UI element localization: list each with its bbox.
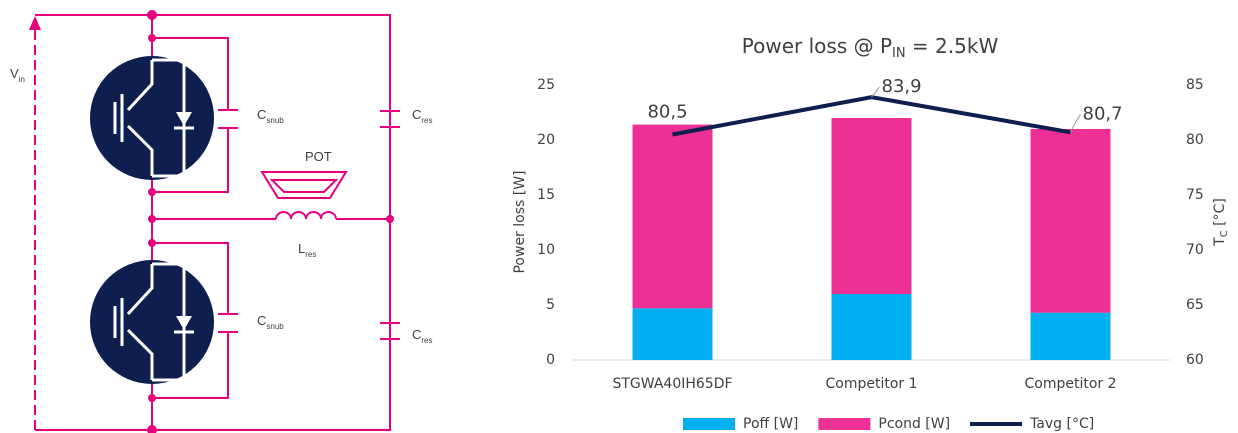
capacitor <box>218 109 238 129</box>
label-main: L <box>298 241 305 256</box>
y2-tick-label: 65 <box>1186 297 1204 313</box>
x-tick-label: STGWA40IH65DF <box>612 376 732 392</box>
diagram-label: Cres <box>412 327 433 345</box>
legend-label: Poff [W] <box>743 416 798 432</box>
label-sub: res <box>305 250 316 259</box>
chart-title: Power loss @ PIN = 2.5kW <box>742 34 999 61</box>
y-tick-label: 5 <box>546 297 555 313</box>
diagram-label: Csnub <box>257 313 284 331</box>
x-tick-label: Competitor 2 <box>1024 376 1116 392</box>
diagram-label: Lres <box>298 241 316 259</box>
label-main: Power loss @ P <box>742 34 892 58</box>
bar <box>632 124 713 309</box>
y-tick-label: 25 <box>537 77 555 93</box>
label-tail: = 2.5kW <box>906 34 999 58</box>
bar <box>632 308 713 360</box>
y2-tick-label: 60 <box>1186 352 1204 368</box>
legend-label: Pcond [W] <box>878 416 950 432</box>
y2-tick-label: 75 <box>1186 187 1204 203</box>
label-sub: in <box>19 75 25 84</box>
label-main: C <box>257 107 266 122</box>
label-main: POT <box>305 149 332 164</box>
diagram-label: Cres <box>412 107 433 125</box>
legend-swatch <box>818 418 871 430</box>
nodes <box>147 10 394 433</box>
diagram-label: Csnub <box>257 107 284 125</box>
legend-label: Tavg [°C] <box>1029 416 1094 432</box>
label-main: T <box>1212 237 1228 247</box>
y2-axis-label: TC [°C] <box>1212 198 1230 247</box>
diode <box>176 112 192 126</box>
capacitor <box>218 313 238 333</box>
y-tick-label: 20 <box>537 132 555 148</box>
diagram-label: POT <box>305 149 332 164</box>
diagram-label: Vin <box>10 66 25 84</box>
bar <box>1030 312 1111 360</box>
label-sub: snub <box>266 116 284 125</box>
bar <box>1030 129 1111 313</box>
label-sub: C <box>1219 230 1230 237</box>
label-main: V <box>10 66 19 81</box>
snub-loop <box>152 37 229 193</box>
inductor <box>275 211 337 220</box>
bar <box>831 118 912 294</box>
label-main: C <box>412 327 421 342</box>
bar <box>831 294 912 360</box>
y-tick-label: 15 <box>537 187 555 203</box>
label-main: C <box>412 107 421 122</box>
leader-line <box>1070 114 1081 133</box>
data-label: 83,9 <box>882 76 922 97</box>
rail <box>35 14 391 431</box>
y-axis-label: Power loss [W] <box>512 170 528 273</box>
arrow-head <box>29 16 41 30</box>
diode <box>176 316 192 330</box>
label-sub: snub <box>266 322 284 331</box>
y-tick-label: 0 <box>546 352 555 368</box>
y-tick-label: 10 <box>537 242 555 258</box>
label-sub: IN <box>892 46 906 61</box>
leader-line <box>871 86 880 98</box>
y2-tick-label: 85 <box>1186 77 1204 93</box>
y2-tick-label: 70 <box>1186 242 1204 258</box>
label-tail: [°C] <box>1212 198 1228 230</box>
legend-swatch <box>683 418 735 430</box>
label-sub: res <box>421 336 432 345</box>
label-sub: res <box>421 116 432 125</box>
data-label: 80,5 <box>647 102 687 123</box>
y2-tick-label: 80 <box>1186 132 1204 148</box>
capacitor <box>380 110 400 340</box>
data-label: 80,7 <box>1083 103 1123 124</box>
x-tick-label: Competitor 1 <box>825 376 917 392</box>
pot-symbol <box>260 171 348 199</box>
snub-loop <box>152 242 229 399</box>
label-main: C <box>257 313 266 328</box>
